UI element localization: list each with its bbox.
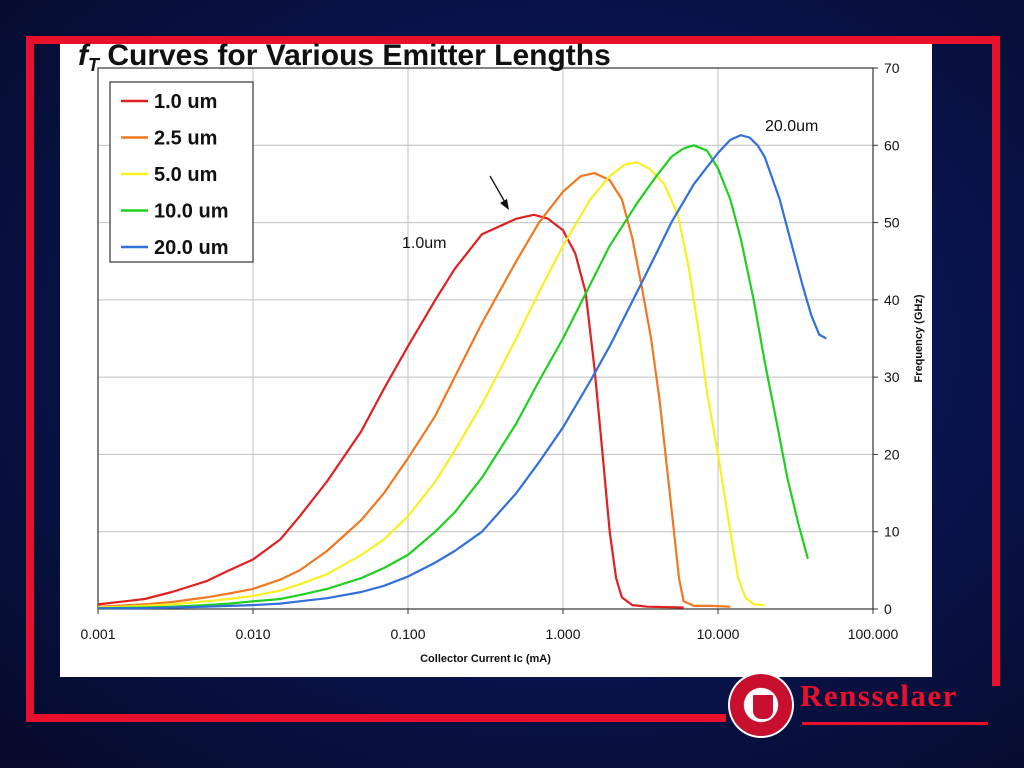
- y-tick-label: 20: [884, 446, 900, 462]
- rensselaer-logo: Rensselaer: [730, 672, 996, 742]
- x-tick-label: 0.010: [235, 626, 270, 642]
- frame-top-bar: [26, 36, 1000, 44]
- y-tick-label: 40: [884, 292, 900, 308]
- title-f-symbol: f: [78, 39, 88, 72]
- y-axis-label: Frequency (GHz): [913, 294, 925, 382]
- y-tick-label: 0: [884, 601, 892, 617]
- annotation-label: 1.0um: [402, 235, 446, 252]
- chart-title: fT Curves for Various Emitter Lengths: [78, 38, 611, 83]
- annotation-arrow-shaft: [489, 175, 507, 205]
- y-tick-label: 30: [884, 369, 900, 385]
- series-line: [97, 172, 731, 608]
- title-subscript: T: [88, 55, 99, 75]
- x-tick-label: 10.000: [697, 626, 740, 642]
- series-line: [98, 134, 827, 610]
- y-tick-label: 50: [884, 215, 900, 231]
- legend-entry: 2.5 um: [154, 128, 217, 150]
- annotation-label: 20.0um: [765, 118, 818, 135]
- series-line: [97, 213, 684, 609]
- annotation-arrow-head: [500, 199, 509, 210]
- x-tick-label: 0.100: [390, 626, 425, 642]
- y-tick-label: 60: [884, 137, 900, 153]
- plot-border: [97, 67, 874, 610]
- x-axis-label: Collector Current Ic (mA): [420, 653, 551, 665]
- series-line: [97, 161, 765, 609]
- frame-bottom-bar: [26, 714, 726, 722]
- series-line: [97, 144, 809, 610]
- frame-left-bar: [26, 36, 34, 722]
- legend-entry: 10.0 um: [154, 201, 228, 223]
- legend-entry: 1.0 um: [154, 91, 217, 113]
- x-tick-label: 0.001: [80, 626, 115, 642]
- legend-entry: 5.0 um: [154, 164, 217, 186]
- seal-icon: [730, 674, 792, 736]
- logo-underline: [802, 722, 988, 725]
- x-tick-label: 1.000: [545, 626, 580, 642]
- y-tick-label: 70: [884, 60, 900, 76]
- x-tick-label: 100.000: [848, 626, 899, 642]
- y-tick-label: 10: [884, 524, 900, 540]
- legend-box: [109, 81, 254, 263]
- frame-right-bar: [992, 36, 1000, 686]
- legend-entry: 20.0 um: [154, 237, 228, 259]
- title-text: Curves for Various Emitter Lengths: [99, 39, 611, 72]
- logo-wordmark: Rensselaer: [800, 678, 958, 713]
